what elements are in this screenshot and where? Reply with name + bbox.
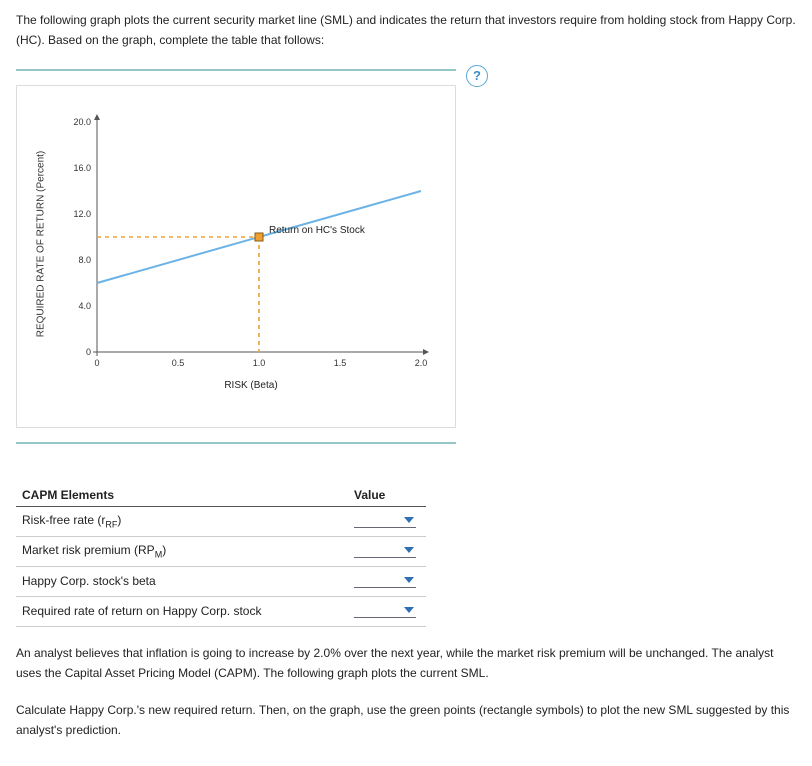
divider-bottom bbox=[16, 442, 456, 444]
col-header-elements: CAPM Elements bbox=[16, 484, 348, 507]
capm-value-cell bbox=[348, 536, 426, 566]
divider-top bbox=[16, 69, 456, 71]
value-dropdown[interactable] bbox=[354, 572, 416, 588]
svg-text:1.0: 1.0 bbox=[253, 358, 266, 368]
svg-text:2.0: 2.0 bbox=[415, 358, 428, 368]
value-dropdown[interactable] bbox=[354, 602, 416, 618]
svg-text:0: 0 bbox=[94, 358, 99, 368]
table-row: Market risk premium (RPM) bbox=[16, 536, 426, 566]
value-dropdown[interactable] bbox=[354, 512, 416, 528]
svg-text:1.5: 1.5 bbox=[334, 358, 347, 368]
svg-text:20.0: 20.0 bbox=[73, 117, 91, 127]
capm-element-label: Required rate of return on Happy Corp. s… bbox=[16, 596, 348, 626]
capm-value-cell bbox=[348, 566, 426, 596]
sml-chart: 0 4.0 8.0 12.0 16.0 20.0 0 0.5 1.0 1.5 2.0 Return o… bbox=[55, 114, 435, 374]
intro-text: The following graph plots the current se… bbox=[16, 10, 796, 51]
capm-table: CAPM Elements Value Risk-free rate (rRF)… bbox=[16, 484, 426, 627]
capm-element-label: Risk-free rate (rRF) bbox=[16, 506, 348, 536]
svg-text:0.5: 0.5 bbox=[172, 358, 185, 368]
table-row: Happy Corp. stock's beta bbox=[16, 566, 426, 596]
sml-graph-card: REQUIRED RATE OF RETURN (Percent) 0 4.0 8.… bbox=[16, 85, 456, 428]
value-dropdown[interactable] bbox=[354, 542, 416, 558]
help-button[interactable]: ? bbox=[466, 65, 488, 87]
svg-text:12.0: 12.0 bbox=[73, 209, 91, 219]
svg-text:16.0: 16.0 bbox=[73, 163, 91, 173]
instruction-para: Calculate Happy Corp.'s new required ret… bbox=[16, 700, 796, 741]
table-row: Risk-free rate (rRF) bbox=[16, 506, 426, 536]
capm-element-label: Market risk premium (RPM) bbox=[16, 536, 348, 566]
svg-text:4.0: 4.0 bbox=[78, 301, 91, 311]
svg-text:Return on HC's Stock: Return on HC's Stock bbox=[269, 225, 366, 236]
col-header-value: Value bbox=[348, 484, 426, 507]
capm-element-label: Happy Corp. stock's beta bbox=[16, 566, 348, 596]
x-axis-label: RISK (Beta) bbox=[67, 380, 435, 391]
svg-text:8.0: 8.0 bbox=[78, 255, 91, 265]
capm-value-cell bbox=[348, 596, 426, 626]
y-axis-label: REQUIRED RATE OF RETURN (Percent) bbox=[36, 151, 47, 338]
svg-text:0: 0 bbox=[86, 347, 91, 357]
analyst-para: An analyst believes that inflation is go… bbox=[16, 643, 796, 684]
table-row: Required rate of return on Happy Corp. s… bbox=[16, 596, 426, 626]
capm-value-cell bbox=[348, 506, 426, 536]
